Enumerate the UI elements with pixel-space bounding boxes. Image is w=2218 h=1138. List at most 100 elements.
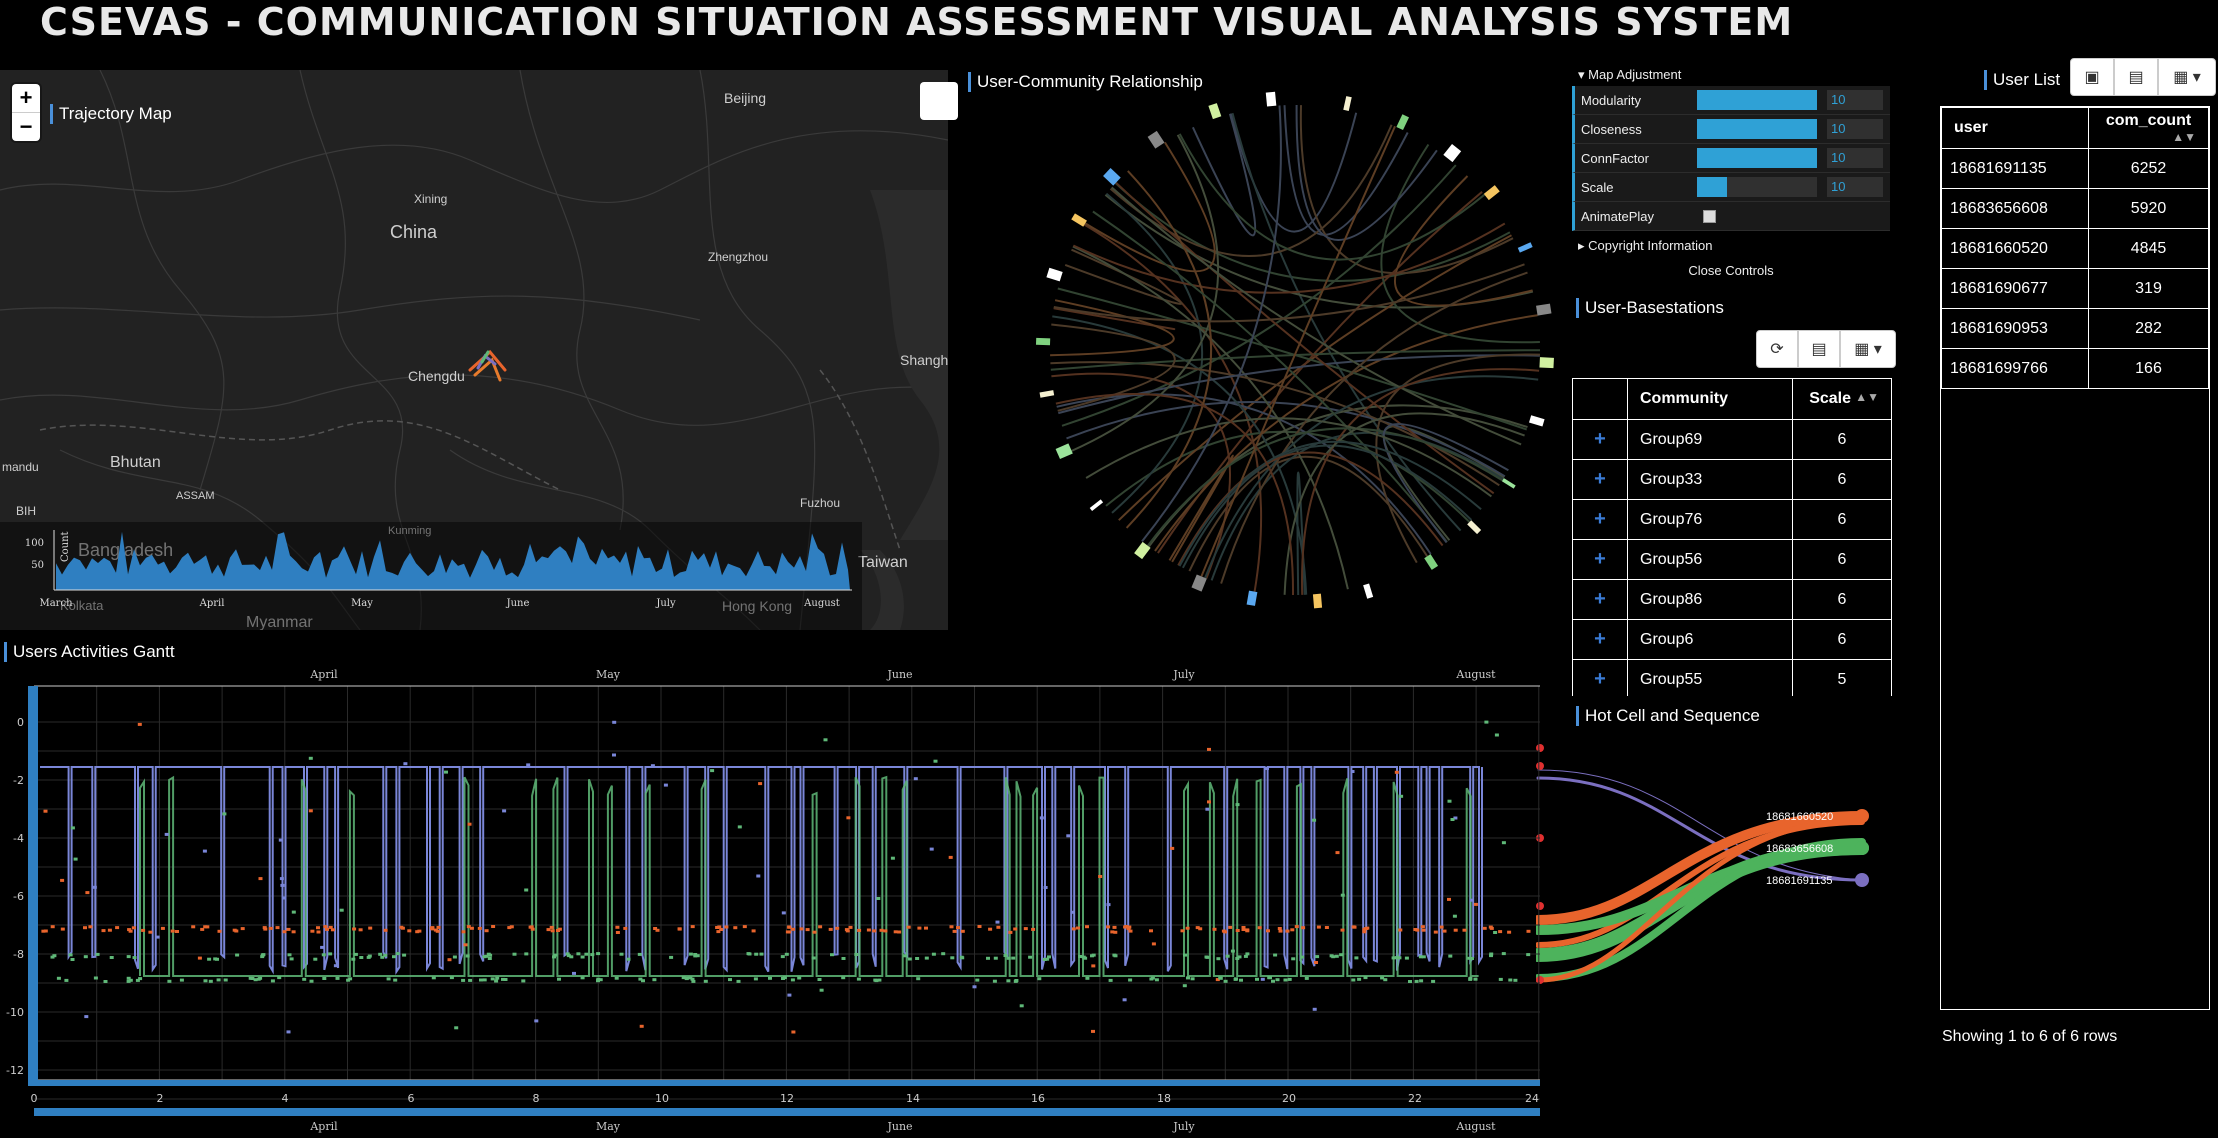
table-row[interactable]: + Group55 5 [1572, 659, 1892, 696]
toggle-view-button[interactable]: ▤ [1798, 330, 1840, 368]
gantt-mark [286, 927, 291, 931]
gantt-mark [286, 1030, 291, 1034]
gantt-mark [529, 925, 534, 929]
gantt-mark [552, 955, 556, 959]
gantt-mark [879, 928, 884, 932]
table-row[interactable]: 18681699766 166 [1941, 348, 2209, 389]
gantt-mark [1275, 978, 1280, 982]
hot-cell-sequence-chart[interactable]: 18681660520 18683656608 18681691135 [1536, 730, 1876, 990]
close-controls-button[interactable]: Close Controls [1572, 257, 1890, 284]
basestations-table-wrap[interactable]: Community Scale ▲▼ + Group69 6 + Group33 6 + G… [1572, 378, 1894, 696]
chord-link [1200, 125, 1396, 577]
animateplay-checkbox[interactable] [1703, 209, 1716, 223]
expand-icon[interactable]: + [1572, 499, 1628, 540]
gantt-mark [321, 953, 326, 957]
gantt-mark [107, 928, 112, 932]
control-closeness[interactable]: Closeness 10 [1572, 115, 1890, 144]
scale-slider[interactable] [1697, 177, 1817, 197]
modularity-slider[interactable] [1697, 90, 1817, 110]
connfactor-slider[interactable] [1697, 148, 1817, 168]
toggle-view-button[interactable]: ▤ [2114, 58, 2158, 96]
gantt-mark [669, 955, 674, 959]
table-row[interactable]: 18681690953 282 [1941, 308, 2209, 349]
count-cell: 5920 [2088, 188, 2209, 229]
gantt-mark [1112, 925, 1117, 929]
refresh-icon: ⟳ [1770, 341, 1784, 358]
col-community[interactable]: Community [1627, 378, 1793, 420]
gantt-month-bottom: August [1455, 1120, 1496, 1133]
col-com-count[interactable]: com_count ▲▼ [2088, 107, 2209, 149]
table-row[interactable]: 18681690677 319 [1941, 268, 2209, 309]
users-activities-gantt[interactable]: April May June July August April May Jun… [0, 660, 1540, 1138]
gantt-mark [524, 888, 529, 892]
gantt-mark [1421, 955, 1426, 959]
hot-cell-user-label: 18683656608 [1766, 843, 1833, 855]
gantt-mark [841, 957, 846, 960]
gantt-mark [200, 927, 205, 931]
col-scale[interactable]: Scale ▲▼ [1792, 378, 1892, 420]
expand-icon[interactable]: + [1572, 659, 1628, 696]
refresh-button[interactable]: ⟳ [1756, 330, 1798, 368]
columns-button[interactable]: ▦ ▾ [1840, 330, 1896, 368]
folder-label: Map Adjustment [1588, 67, 1682, 82]
modularity-input[interactable]: 10 [1827, 90, 1883, 110]
table-row[interactable]: + Group69 6 [1572, 419, 1892, 460]
gantt-mark [310, 929, 315, 933]
map-layer-button[interactable] [920, 82, 958, 120]
control-connfactor[interactable]: ConnFactor 10 [1572, 144, 1890, 173]
chord-link [1154, 314, 1538, 552]
copyright-folder[interactable]: ▸ Copyright Information [1578, 238, 1713, 253]
expand-icon[interactable]: + [1572, 579, 1628, 620]
chord-link [1105, 430, 1471, 523]
table-row[interactable]: 18683656608 5920 [1941, 188, 2209, 229]
gantt-mark [1042, 958, 1047, 961]
table-row[interactable]: + Group56 6 [1572, 539, 1892, 580]
control-scale[interactable]: Scale 10 [1572, 173, 1890, 202]
table-row[interactable]: 18681660520 4845 [1941, 228, 2209, 269]
gantt-mark [479, 978, 483, 982]
connfactor-input[interactable]: 10 [1827, 148, 1883, 168]
gantt-mark [1215, 978, 1220, 982]
expand-icon[interactable]: + [1572, 419, 1628, 460]
table-row[interactable]: + Group6 6 [1572, 619, 1892, 660]
gantt-mark [1450, 818, 1455, 821]
gantt-mark [565, 952, 570, 956]
gantt-mark [1468, 977, 1473, 981]
control-modularity[interactable]: Modularity 10 [1572, 86, 1890, 115]
table-row[interactable]: + Group86 6 [1572, 579, 1892, 620]
toggle-pagination-button[interactable]: ▣ [2070, 58, 2114, 96]
expand-icon[interactable]: + [1572, 619, 1628, 660]
scale-input[interactable]: 10 [1827, 177, 1883, 197]
gantt-mark [1047, 955, 1051, 959]
trajectory-map[interactable]: China Beijing Xining Zhengzhou Chengdu S… [0, 70, 948, 630]
table-row[interactable]: + Group76 6 [1572, 499, 1892, 540]
expand-icon[interactable]: + [1572, 459, 1628, 500]
columns-button[interactable]: ▦ ▾ [2158, 58, 2216, 96]
gantt-mark [758, 782, 763, 786]
table-row[interactable]: 18681691135 6252 [1941, 148, 2209, 189]
gantt-mark [856, 977, 861, 981]
zoom-out-button[interactable]: − [19, 114, 33, 139]
community-chord-diagram[interactable] [1030, 90, 1560, 610]
gantt-mark [1287, 977, 1292, 981]
hot-cell-user-label: 18681660520 [1766, 811, 1833, 823]
gantt-mark [1245, 929, 1250, 933]
col-user[interactable]: user [1941, 107, 2089, 149]
gantt-mark [1011, 956, 1016, 960]
map-zoom-control[interactable]: + − [12, 84, 40, 141]
gantt-mark [828, 927, 833, 931]
gantt-mark [1045, 957, 1050, 961]
table-row[interactable]: + Group33 6 [1572, 459, 1892, 500]
closeness-slider[interactable] [1697, 119, 1817, 139]
expand-icon[interactable]: + [1572, 539, 1628, 580]
map-adjustment-folder[interactable]: ▾ Map Adjustment [1578, 67, 1682, 82]
basestations-toolbar: ⟳ ▤ ▦ ▾ [1756, 330, 1896, 368]
gantt-mark [1489, 954, 1493, 958]
gantt-mark [1404, 956, 1409, 960]
zoom-in-button[interactable]: + [12, 84, 40, 113]
gantt-mark [436, 925, 441, 929]
control-animateplay[interactable]: AnimatePlay [1572, 202, 1890, 231]
gantt-mark [92, 885, 97, 889]
gantt-mark [83, 955, 88, 959]
closeness-input[interactable]: 10 [1827, 119, 1883, 139]
